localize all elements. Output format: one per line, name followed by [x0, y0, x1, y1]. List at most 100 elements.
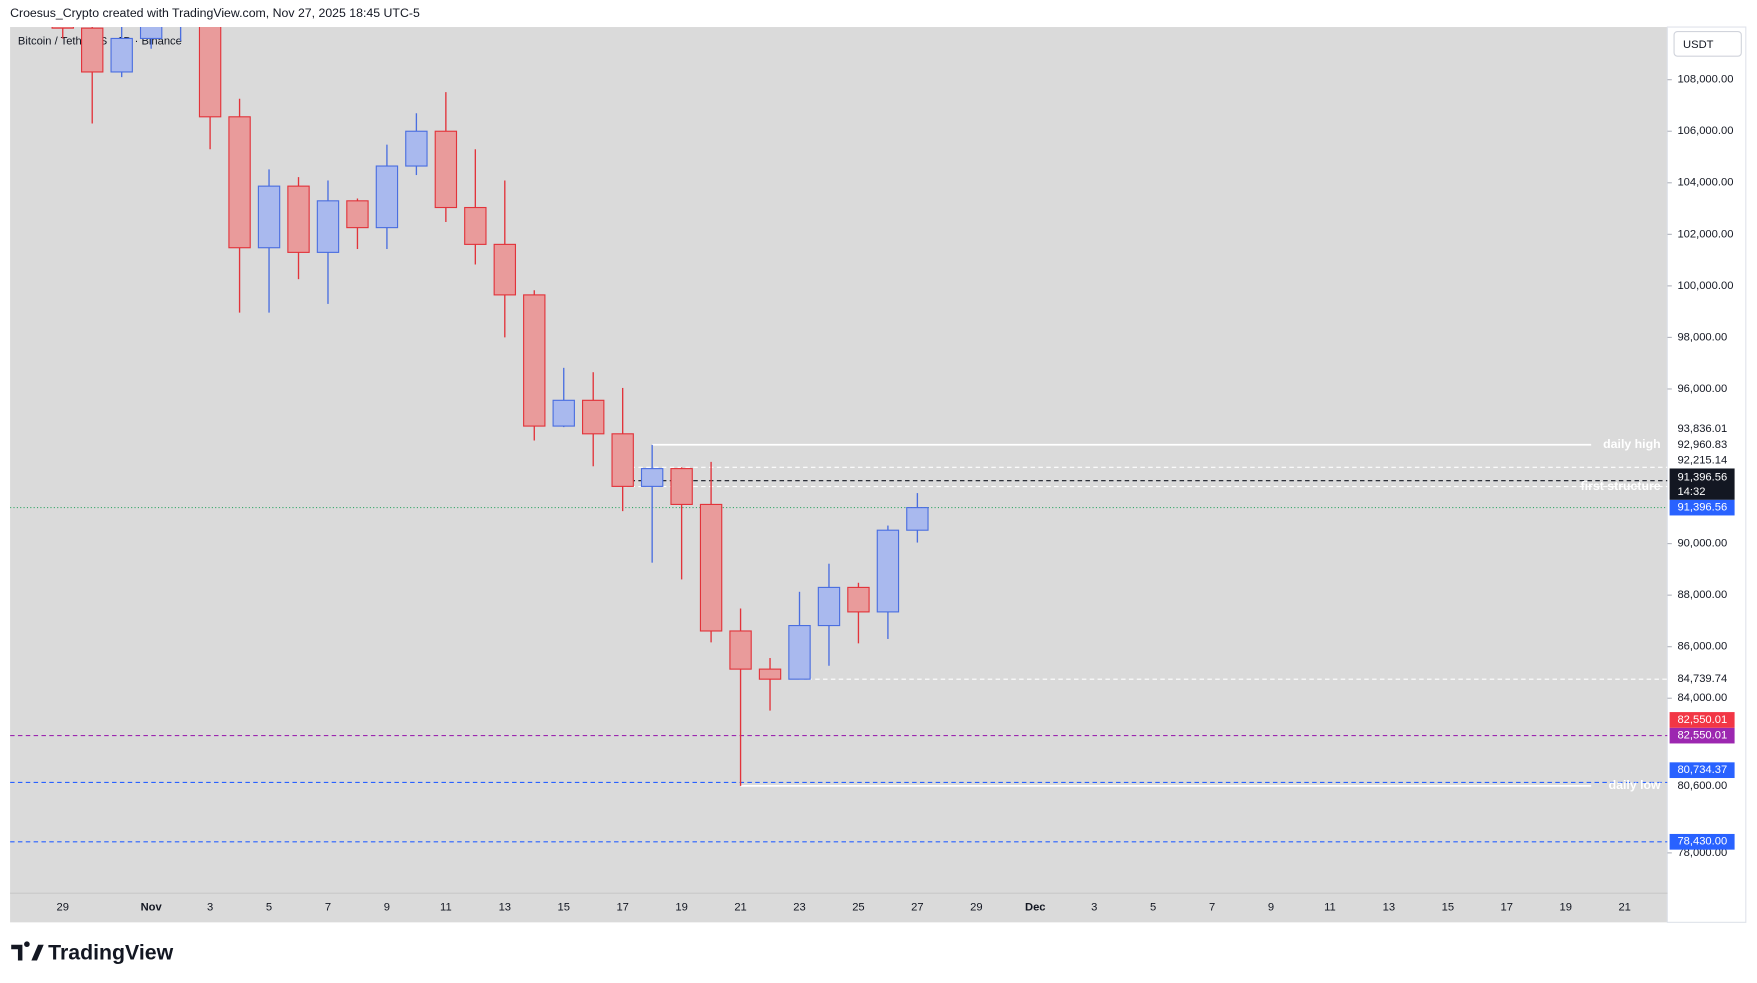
candle-body	[582, 399, 605, 435]
x-tick-label: 15	[558, 902, 570, 914]
last-price-tag	[1669, 468, 1735, 500]
candle-body	[51, 27, 74, 29]
plot-layer: daily high first structure daily low	[10, 27, 1668, 843]
price-tag-label: 78,430.00	[1677, 836, 1727, 848]
price-tag	[1669, 833, 1735, 850]
y-tick-label: 78,000.00	[1677, 847, 1727, 859]
x-tick-label: 29	[970, 902, 982, 914]
candle-body	[198, 27, 222, 118]
price-tag	[1669, 778, 1735, 794]
x-tick-label: 23	[793, 902, 805, 914]
candle-body	[434, 130, 458, 209]
y-tick-label: 86,000.00	[1677, 641, 1727, 653]
candle-body	[640, 468, 664, 487]
candle-body	[464, 206, 487, 245]
currency-button[interactable]	[1673, 30, 1742, 57]
currency-label[interactable]: USDT	[1683, 39, 1714, 51]
candle-body	[257, 185, 281, 249]
x-tick-label: 9	[1268, 902, 1274, 914]
y-tick-label: 90,000.00	[1677, 538, 1727, 550]
candle-body	[906, 507, 929, 531]
x-tick-label: 21	[1618, 902, 1630, 914]
candle-body	[523, 294, 546, 427]
candle-body	[758, 668, 782, 680]
x-tick-label: 11	[1324, 902, 1336, 914]
y-tick-label: 102,000.00	[1677, 228, 1733, 240]
x-tick-label: 15	[1442, 902, 1454, 914]
candle-body	[228, 116, 251, 249]
x-tick-label: Nov	[141, 902, 163, 914]
price-tag-label: 93,836.01	[1677, 423, 1727, 435]
level-text: daily low	[1609, 778, 1661, 792]
candle-body	[287, 185, 310, 253]
x-tick-label: 19	[1559, 902, 1571, 914]
y-tick-label: 100,000.00	[1677, 280, 1733, 292]
plot-area	[10, 27, 1668, 894]
candle-body	[729, 630, 752, 670]
candle-body	[316, 200, 340, 253]
candle-body	[139, 27, 163, 40]
y-tick-label: 84,000.00	[1677, 692, 1727, 704]
x-tick-label: 29	[57, 902, 69, 914]
countdown-label: 14:32	[1677, 486, 1705, 498]
price-tag-label: 91,396.56	[1677, 502, 1727, 514]
x-tick-label: 19	[675, 902, 687, 914]
x-tick-label: 3	[207, 902, 213, 914]
price-tag	[1669, 762, 1735, 779]
candle-body	[375, 165, 399, 229]
x-tick-label: 25	[852, 902, 864, 914]
candle-body	[611, 433, 634, 487]
candle-body	[788, 625, 811, 680]
candle-body	[405, 130, 428, 167]
x-tick-label: 7	[325, 902, 331, 914]
price-tag	[1669, 437, 1735, 453]
candle-body	[876, 529, 900, 613]
price-tag	[1669, 499, 1735, 516]
price-tag	[1669, 727, 1735, 744]
x-tick-label: 5	[1150, 902, 1156, 914]
candle-body	[552, 399, 575, 427]
logo: TradingView	[11, 940, 174, 964]
price-tag	[1669, 712, 1735, 728]
y-tick-label: 96,000.00	[1677, 383, 1727, 395]
price-tag-label: 84,739.74	[1677, 673, 1727, 685]
x-tick-label: 9	[384, 902, 390, 914]
candle-body	[493, 243, 517, 296]
candle-body	[110, 37, 133, 73]
x-tick-label: 5	[266, 902, 272, 914]
price-tag-label: 92,960.83	[1677, 439, 1727, 451]
x-tick-label: 27	[911, 902, 923, 914]
header: Croesus_Crypto created with TradingView.…	[10, 6, 420, 20]
logo-text: TradingView	[48, 940, 173, 964]
x-tick-label: 13	[1383, 902, 1395, 914]
price-tag	[1669, 421, 1735, 438]
candle-body	[670, 468, 693, 505]
candle-body	[847, 586, 870, 613]
x-tick-label: 7	[1209, 902, 1215, 914]
logo-icon	[11, 941, 44, 961]
price-tag-label: 80,734.37	[1677, 764, 1727, 776]
price-tag-label: 80,600.00	[1677, 780, 1727, 792]
x-tick-label: 13	[499, 902, 511, 914]
price-tag	[1669, 452, 1735, 469]
x-tick-label: 3	[1091, 902, 1097, 914]
x-tick-label: Dec	[1025, 902, 1046, 914]
level-text: daily high	[1603, 437, 1660, 451]
x-tick-label: 17	[1501, 902, 1513, 914]
price-tag-label: 92,215.14	[1677, 455, 1727, 467]
y-tick-label: 98,000.00	[1677, 331, 1727, 343]
level-text: first structure	[1581, 479, 1661, 493]
price-tag-label: 82,550.01	[1677, 714, 1727, 726]
time-axis	[10, 893, 1668, 923]
last-price-label: 91,396.56	[1677, 471, 1727, 483]
y-tick-label: 88,000.00	[1677, 589, 1727, 601]
price-tag	[1669, 671, 1735, 688]
axis-layer: 108,000.00 106,000.00 104,000.00 102,000.00…	[1667, 74, 1735, 859]
y-tick-label: 104,000.00	[1677, 177, 1733, 189]
y-tick-label: 108,000.00	[1677, 74, 1733, 86]
x-tick-label: 11	[440, 902, 452, 914]
y-tick-label: 106,000.00	[1677, 125, 1733, 137]
x-tick-label: 17	[616, 902, 628, 914]
